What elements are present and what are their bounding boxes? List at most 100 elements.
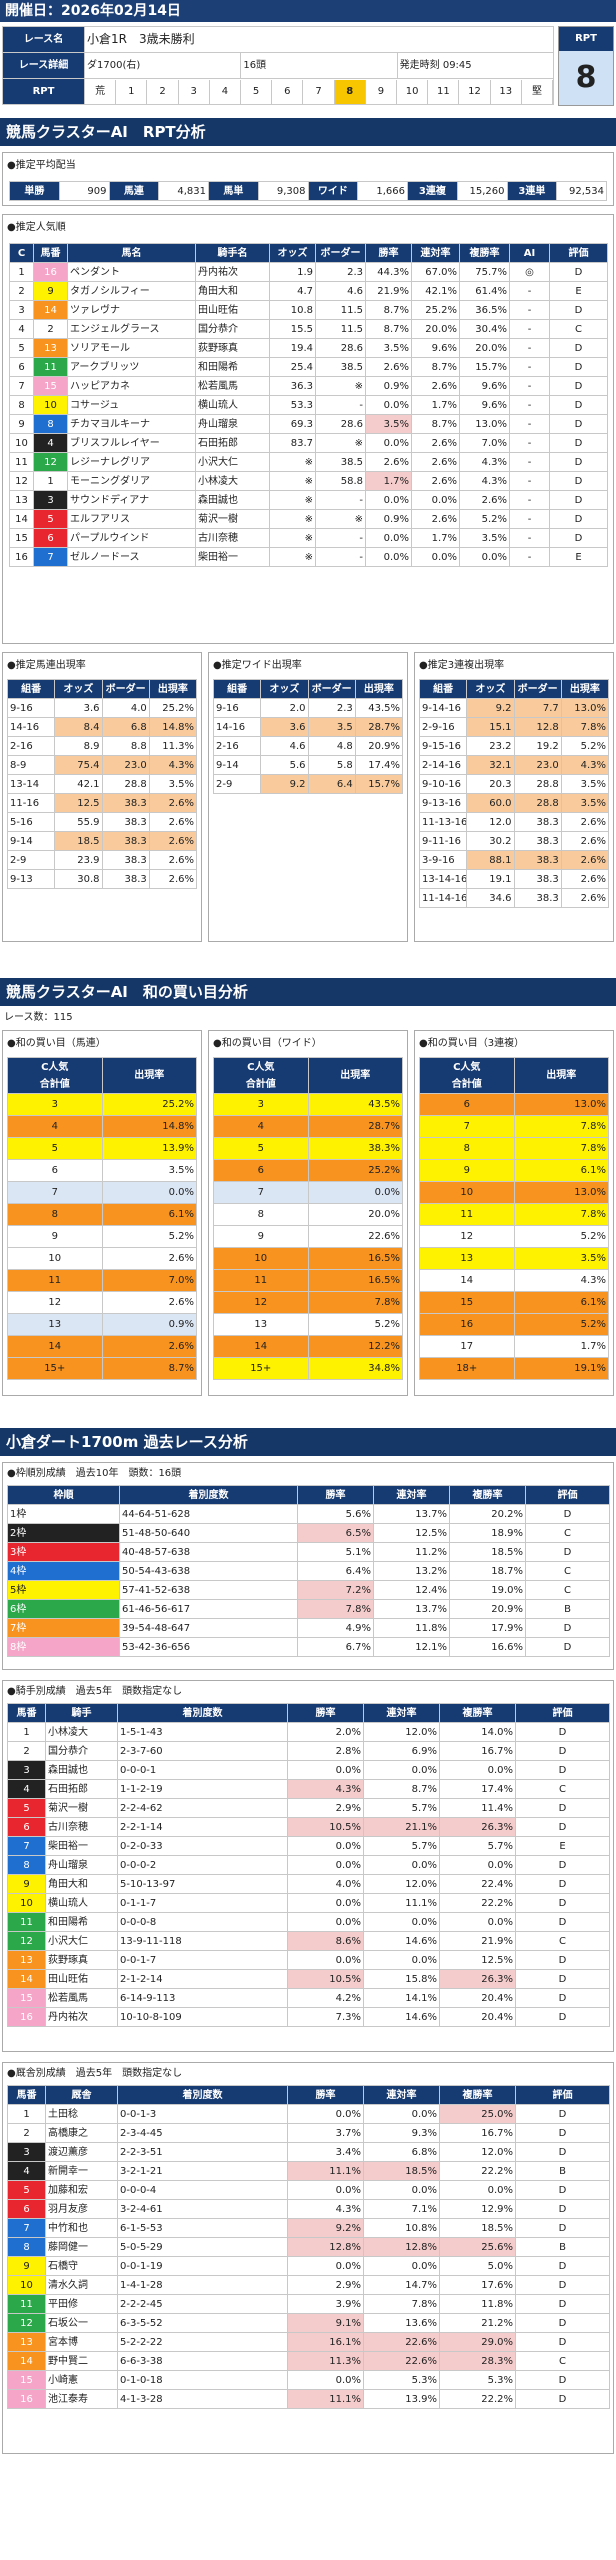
horse-number: 4 [33,433,68,453]
wa-wide-title: ●和の買い目（ワイド） [213,1038,322,1049]
table-row: 3 森田誠也 0-0-0-1 0.0% 0.0% 0.0% D [7,1760,610,1780]
record: 2-3-4-45 [117,2123,288,2143]
show-rate: 9.6% [459,395,510,415]
horse-number: 1 [7,2104,46,2124]
popularity-sum: 13 [213,1313,309,1336]
horse-name: タガノシルフィー [67,281,196,301]
table-row: 5 菊沢一樹 2-2-4-62 2.9% 5.7% 11.4% D [7,1798,610,1818]
horse-number: 15 [7,1988,46,2008]
wa-wide-table: C人気 合計値 出現率 3 43.5% 4 28.7% 5 38.3% 6 25.2% 7 0.0% 8… [213,1057,403,1380]
quinella-rate: 13.6% [363,2313,440,2333]
rate: 16.5% [307,1269,403,1292]
grade: D [549,414,608,434]
race-heads: 16頭 [240,52,398,79]
horse-number: 3 [33,490,68,510]
odds: 42.1 [54,774,103,794]
border: 6.4 [307,774,356,794]
wa-trio-title: ●和の買い目（3連複） [419,1038,525,1049]
table-row: 1 小林凌大 1-5-1-43 2.0% 12.0% 14.0% D [7,1722,610,1742]
table-row: 6枠 61-46-56-617 7.8% 13.7% 20.9% B [7,1599,610,1619]
col-header: 勝率 [365,243,412,263]
col-header: 着別度数 [117,1703,288,1723]
table-row: 16 丹内祐次 10-10-8-109 7.3% 14.6% 20.4% D [7,2007,610,2027]
grade: D [515,1722,610,1742]
grade: C [549,319,608,339]
record: 0-0-0-2 [117,1855,288,1875]
win-rate: 7.3% [287,2007,364,2027]
show-rate: 26.3% [439,1817,516,1837]
record: 0-0-1-7 [117,1950,288,1970]
rpt-scale-cell: 荒 [86,79,117,104]
rpt-scale-cell: 3 [179,79,210,104]
wa-wide-box: ●和の買い目（ワイド） C人気 合計値 出現率 3 43.5% 4 28.7% 5 38.3%… [208,1030,408,1396]
combo: 9-16 [212,698,262,718]
grade: C [515,1779,610,1799]
odds: 69.3 [269,414,316,434]
table-row: 6 25.2% [213,1159,403,1182]
grade: D [515,2256,610,2276]
rate: 19.1% [513,1357,609,1380]
payout-value: 4,831 [158,181,209,201]
grade: C [515,2351,610,2371]
race-detail-label: レース詳細 [2,52,85,79]
grade: D [549,509,608,529]
trainer-table: 馬番 厩舎 着別度数 勝率 連対率 複勝率 評価 1 土田稔 0-0-1-3 0.0% 0.0% 25.… [7,2085,610,2409]
table-row: 2-14-16 32.1 23.0 4.3% [418,755,610,775]
quinella-rate: 13.2% [373,1561,450,1581]
rate: 2.6% [560,888,610,908]
name: 土田稔 [45,2104,118,2124]
jockey-name: 丹内祐次 [195,262,270,282]
border: 23.0 [513,755,562,775]
show-rate: 29.0% [439,2332,516,2352]
col-header: 複勝率 [449,1485,526,1505]
col-header: 評価 [515,2085,610,2105]
grade: E [549,281,608,301]
border: 11.5 [315,319,366,339]
grade: D [515,2123,610,2143]
border: - [315,490,366,510]
popularity-sum: 4 [7,1115,103,1138]
table-row: 8 7.8% [419,1137,609,1160]
wa-umaren-title: ●和の買い目（馬連） [7,1038,106,1049]
table-row: 6 羽月友彦 3-2-4-61 4.3% 7.1% 12.9% D [7,2199,610,2219]
popularity-sum: 17 [419,1335,515,1358]
combo: 9-14-16 [418,698,468,718]
table-row: 6 11 アークブリッツ 和田陽希 25.4 38.5 2.6% 8.7% 15.7% - D [9,357,608,377]
table-row: 14-16 3.6 3.5 28.7% [212,717,404,737]
rate: 4.3% [513,1269,609,1292]
rate: 2.6% [101,1291,197,1314]
win-rate: 4.2% [287,1988,364,2008]
combo: 11-14-16 [418,888,468,908]
win-rate: 7.8% [297,1599,374,1619]
name: 野中賢二 [45,2351,118,2371]
table-row: 13-14 42.1 28.8 3.5% [6,774,198,794]
odds: 3.6 [54,698,103,718]
quinella-rate: 2.6% [411,471,460,491]
horse-number: 10 [7,1893,46,1913]
record: 2-2-4-62 [117,1798,288,1818]
col-header: 複勝率 [459,243,510,263]
quinella-rate: 22.6% [363,2332,440,2352]
border: - [315,528,366,548]
rate: 13.0% [513,1093,609,1116]
popularity-sum: 6 [7,1159,103,1182]
record: 6-6-3-38 [117,2351,288,2371]
table-row: 9 角田大和 5-10-13-97 4.0% 12.0% 22.4% D [7,1874,610,1894]
table-row: 11 16.5% [213,1269,403,1292]
table-row: 8-9 75.4 23.0 4.3% [6,755,198,775]
name: 丹内祐次 [45,2007,118,2027]
show-rate: 0.0% [439,1760,516,1780]
show-rate: 2.6% [459,490,510,510]
horse-number: 3 [7,2142,46,2162]
show-rate: 11.8% [439,2294,516,2314]
quinella-rate: 22.6% [363,2351,440,2371]
show-rate: 4.3% [459,452,510,472]
record: 3-2-4-61 [117,2199,288,2219]
grade: D [549,452,608,472]
col-header: 連対率 [373,1485,450,1505]
grade: D [515,1912,610,1932]
odds: 36.3 [269,376,316,396]
rate: 2.6% [148,793,198,813]
horse-number: 16 [7,2389,46,2409]
win-rate: 0.9% [365,376,412,396]
